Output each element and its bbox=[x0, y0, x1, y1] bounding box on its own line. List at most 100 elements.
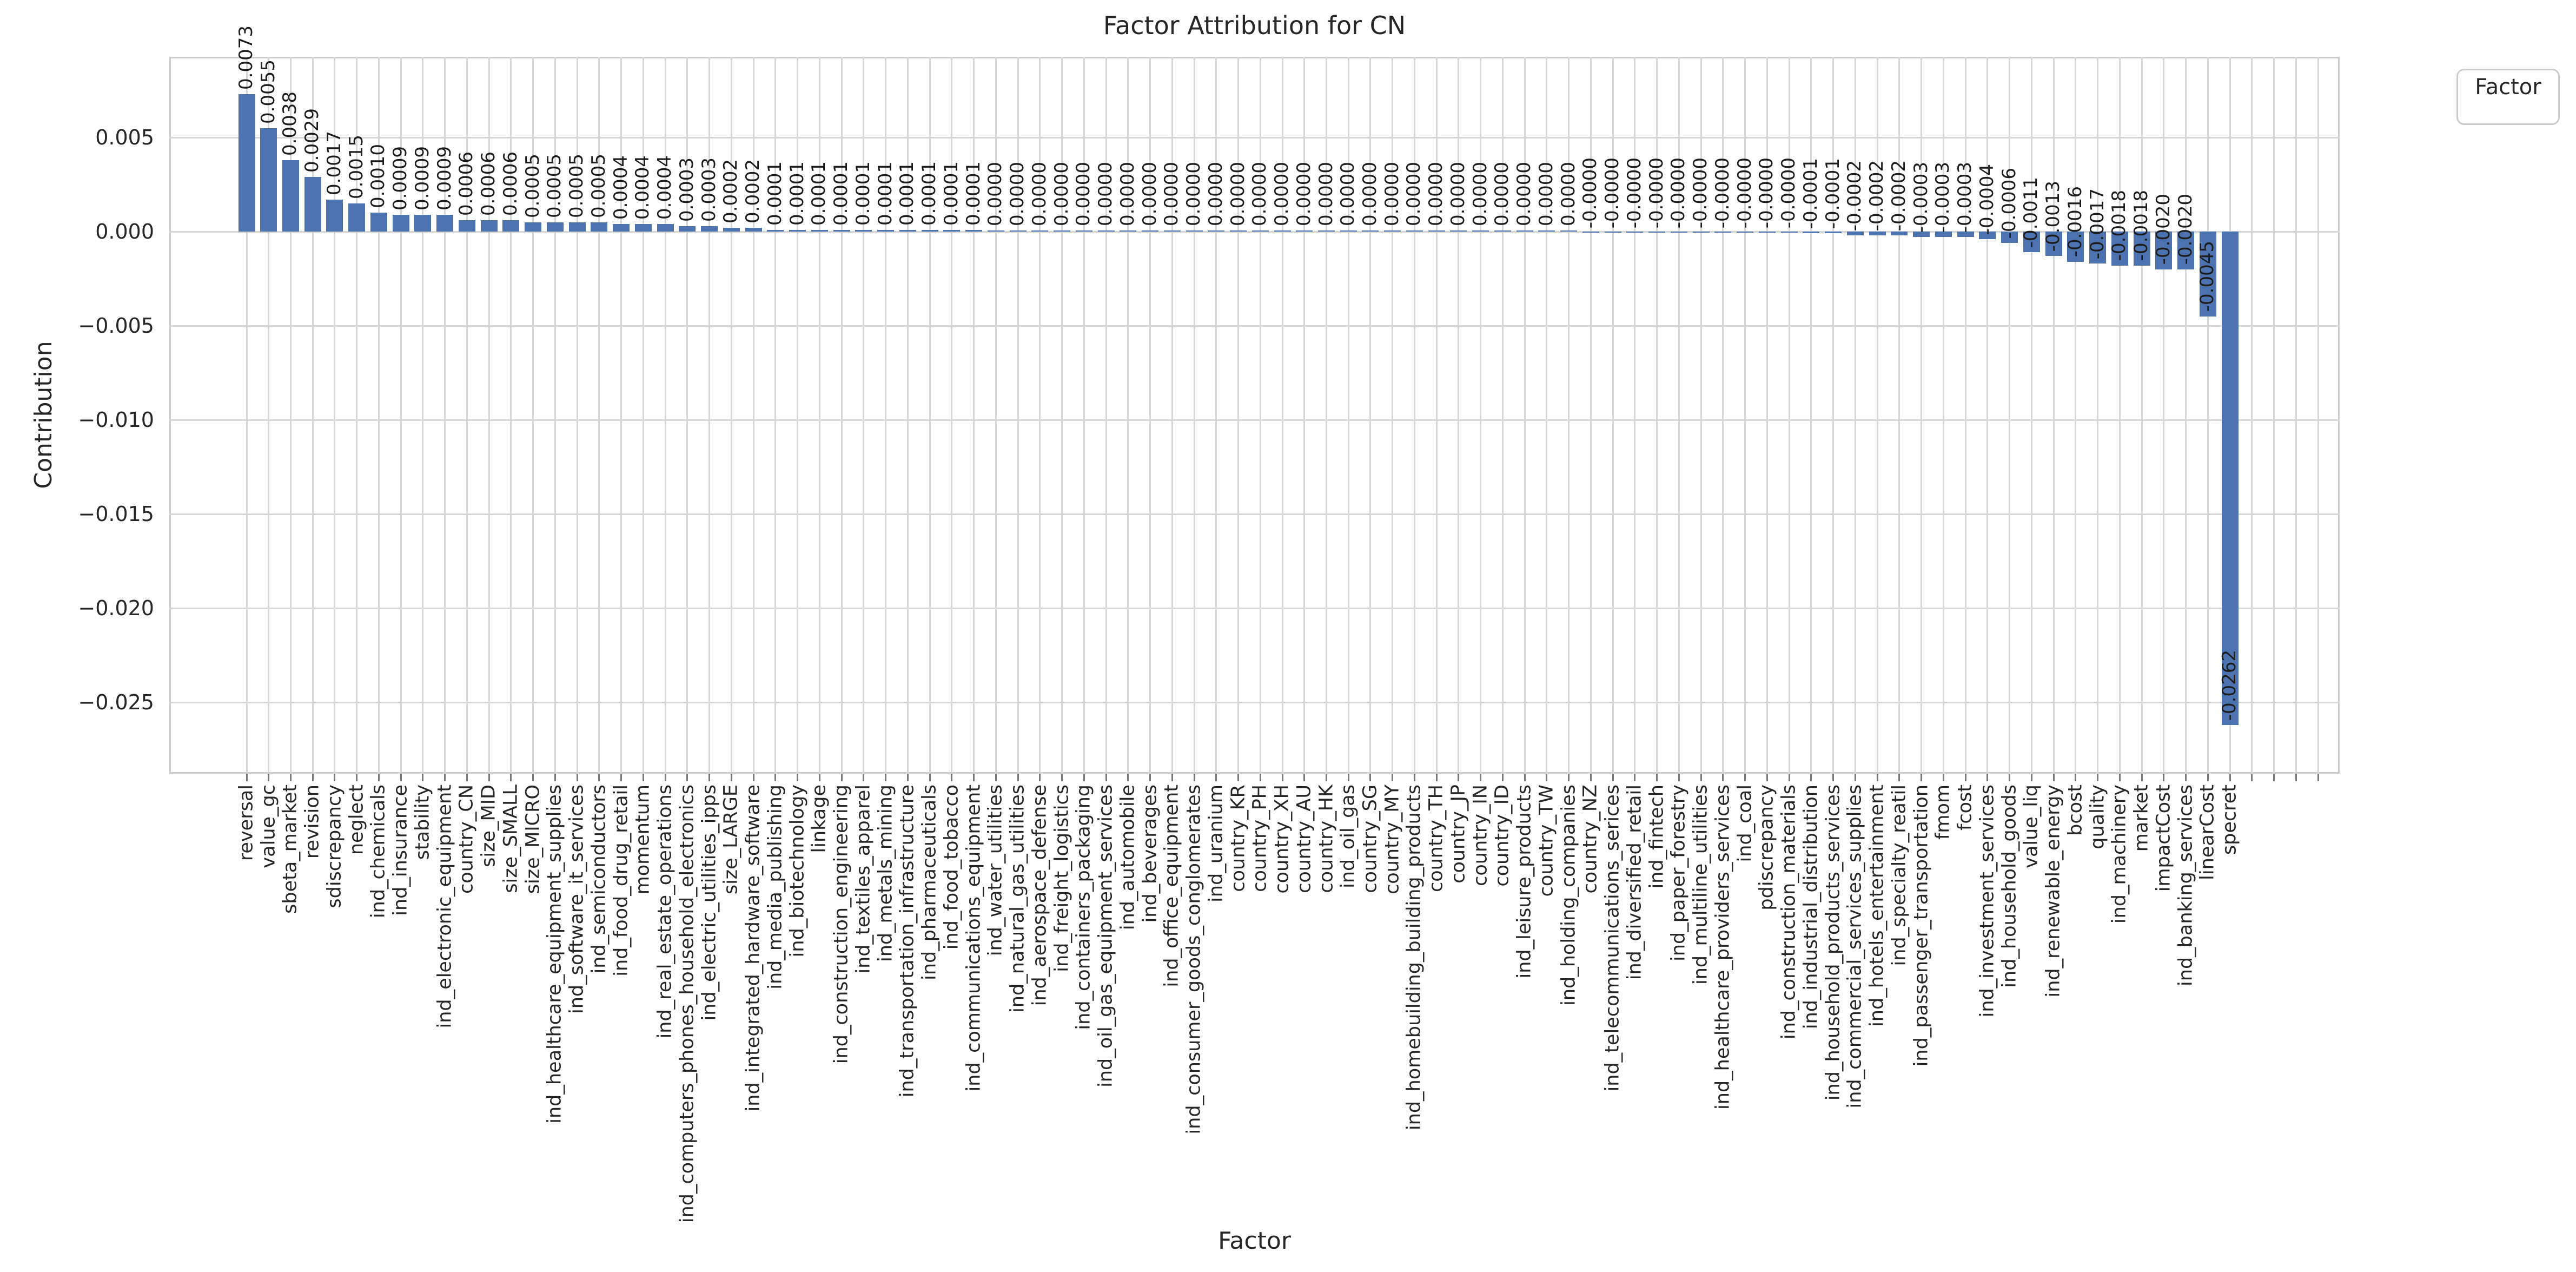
x-tick-label: ind_leisure_products bbox=[1513, 785, 1535, 979]
bar-ind_software_it_services bbox=[568, 222, 586, 232]
bar-value-label: 0.0001 bbox=[874, 161, 896, 226]
bar-value-label: 0.0000 bbox=[1028, 162, 1050, 226]
x-tick-mark bbox=[1281, 774, 1283, 781]
bar-value-label: 0.0000 bbox=[1138, 162, 1161, 226]
x-tick-label: ind_oil_gas_equipment_services bbox=[1095, 785, 1117, 1088]
gridline-x bbox=[2251, 57, 2253, 774]
bar-value-label: 0.0001 bbox=[918, 161, 941, 226]
bar-neglect bbox=[348, 203, 366, 232]
gridline-x bbox=[1612, 57, 1614, 774]
gridline-x bbox=[1413, 57, 1415, 774]
gridline-y bbox=[169, 230, 2340, 233]
x-tick-label: size_LARGE bbox=[720, 785, 742, 895]
bar-value-label: 0.0000 bbox=[1116, 162, 1138, 226]
bar-revision bbox=[304, 177, 321, 232]
bar-value-label: -0.0000 bbox=[1579, 157, 1601, 228]
bar-fcost bbox=[1957, 232, 1974, 238]
x-tick-mark bbox=[598, 774, 600, 781]
gridline-x bbox=[1810, 57, 1812, 774]
bar-value-label: 0.0017 bbox=[323, 130, 346, 195]
bar-value-label: 0.0000 bbox=[1535, 162, 1558, 226]
x-tick-mark bbox=[1921, 774, 1923, 781]
bar-ind_holding_companies bbox=[1560, 230, 1578, 232]
x-tick-mark bbox=[554, 774, 556, 781]
gridline-x bbox=[466, 57, 468, 774]
gridline-x bbox=[444, 57, 446, 774]
x-tick-mark bbox=[1326, 774, 1327, 781]
gridline-x bbox=[1634, 57, 1636, 774]
bar-value-label: 0.0000 bbox=[1095, 162, 1117, 226]
gridline-x bbox=[2207, 57, 2209, 774]
bar-value-label: 0.0073 bbox=[235, 25, 257, 90]
x-tick-mark bbox=[1303, 774, 1306, 781]
x-tick-label: ind_investment_services bbox=[1976, 785, 1998, 1018]
bar-size_SMALL bbox=[502, 220, 520, 232]
x-tick-label: ind_aerospace_defense bbox=[1029, 785, 1051, 1006]
x-tick-mark bbox=[1458, 774, 1460, 781]
x-tick-label: ind_metals_mining bbox=[875, 785, 897, 963]
gridline-x bbox=[1435, 57, 1438, 774]
x-tick-mark bbox=[1986, 774, 1989, 781]
x-tick-label: neglect bbox=[346, 785, 368, 855]
gridline-y bbox=[169, 136, 2340, 139]
gridline-y bbox=[169, 513, 2340, 515]
x-tick-label: ind_food_drug_retail bbox=[610, 785, 632, 977]
gridline-x bbox=[708, 57, 711, 774]
gridline-x bbox=[1501, 57, 1504, 774]
x-tick-mark bbox=[576, 774, 578, 781]
bar-ind_construction_engineering bbox=[833, 229, 850, 232]
gridline-x bbox=[1766, 57, 1768, 774]
bar-value-label: 0.0000 bbox=[1491, 162, 1513, 226]
bar-ind_fintech bbox=[1648, 232, 1666, 233]
x-tick-mark bbox=[1215, 774, 1217, 781]
x-tick-label: ind_software_it_services bbox=[566, 785, 588, 1014]
gridline-x bbox=[554, 57, 556, 774]
x-tick-mark bbox=[797, 774, 799, 781]
gridline-x bbox=[863, 57, 865, 774]
gridline-x bbox=[2185, 57, 2187, 774]
x-tick-label: ind_office_equipment bbox=[1161, 785, 1183, 987]
bar-ind_integrated_hardware_software bbox=[745, 228, 762, 232]
bar-ind_healthcare_providers_services bbox=[1714, 232, 1732, 233]
bar-ind_commercial_services_supplies bbox=[1846, 232, 1864, 235]
gridline-x bbox=[664, 57, 666, 774]
bar-sbeta_market bbox=[282, 160, 299, 232]
x-tick-label: ind_telecommunications_serices bbox=[1601, 785, 1624, 1092]
bar-ind_healthcare_equipment_supplies bbox=[546, 222, 564, 232]
x-tick-label: revision bbox=[301, 785, 323, 859]
x-tick-label: country_PH bbox=[1249, 785, 1271, 892]
x-tick-label: sbeta_market bbox=[280, 785, 302, 914]
bar-linearCost bbox=[2199, 232, 2216, 317]
bar-ind_coal bbox=[1737, 232, 1754, 233]
bar-value-label: 0.0009 bbox=[433, 146, 455, 210]
x-tick-mark bbox=[863, 774, 865, 781]
x-tick-label: country_AU bbox=[1293, 785, 1315, 893]
bar-value-label: -0.0000 bbox=[1645, 157, 1667, 228]
gridline-x bbox=[312, 57, 314, 774]
bar-ind_automobile bbox=[1120, 230, 1137, 232]
y-tick-label: −0.015 bbox=[78, 502, 154, 526]
bar-value-label: 0.0005 bbox=[521, 153, 544, 218]
gridline-x bbox=[1193, 57, 1195, 774]
gridline-x bbox=[1832, 57, 1835, 774]
bar-value-label: 0.0000 bbox=[1469, 162, 1491, 226]
bar-value-label: -0.0000 bbox=[1690, 157, 1712, 228]
bar-ind_communications_equipment bbox=[965, 229, 983, 232]
bar-ind_uranium bbox=[1208, 230, 1225, 232]
bar-value-label: -0.0000 bbox=[1712, 157, 1734, 228]
x-tick-mark bbox=[466, 774, 468, 781]
x-tick-mark bbox=[1678, 774, 1680, 781]
x-tick-mark bbox=[995, 774, 997, 781]
bar-value-label: 0.0002 bbox=[742, 159, 764, 224]
x-tick-label: ind_machinery bbox=[2108, 785, 2130, 924]
bar-country_KR bbox=[1230, 230, 1247, 232]
x-tick-mark bbox=[268, 774, 270, 781]
bar-value-label: 0.0004 bbox=[610, 155, 632, 220]
x-tick-mark bbox=[708, 774, 711, 781]
x-tick-mark bbox=[730, 774, 732, 781]
gridline-y bbox=[169, 607, 2340, 609]
bar-ind_consumer_goods_conglomerates bbox=[1186, 230, 1203, 232]
bar-value-label: 0.0000 bbox=[1204, 162, 1227, 226]
bar-value-label: 0.0000 bbox=[1557, 162, 1579, 226]
